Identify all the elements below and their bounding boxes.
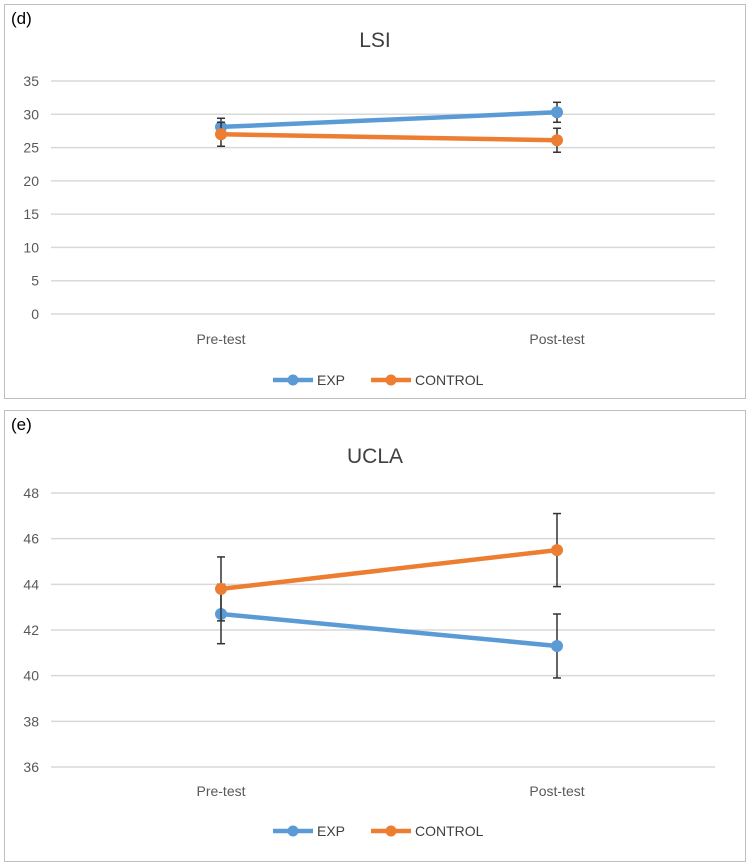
y-tick-label: 35: [23, 73, 39, 89]
legend-label: CONTROL: [415, 372, 484, 388]
data-point-control: [215, 128, 227, 141]
y-tick-label: 38: [23, 713, 39, 729]
series-line-exp: [220, 110, 558, 130]
y-tick-label: 10: [23, 239, 39, 255]
series-line-exp: [220, 611, 558, 649]
lsi-chart-panel: (d) LSI 0 5 10 15 20 25 30 35 Pre-test Post-test EX…: [4, 4, 746, 399]
ucla-chart: UCLA 36 38 40 42 44 46 48 Pre-test Post-test EXP CO…: [23, 445, 715, 839]
legend-marker-exp: [287, 374, 299, 386]
legend-label: CONTROL: [415, 823, 484, 839]
data-point-control: [215, 582, 227, 595]
ucla-chart-panel: (e) UCLA 36 38 40 42 44 46 48 Pre-test Post-test E…: [4, 410, 746, 862]
data-point-exp: [551, 106, 563, 119]
y-tick-label: 44: [23, 576, 39, 592]
data-point-control: [551, 544, 563, 557]
y-tick-label: 40: [23, 668, 39, 684]
legend-marker-control: [385, 374, 397, 386]
y-tick-label: 42: [23, 622, 39, 638]
y-tick-label: 5: [31, 273, 39, 289]
y-tick-label: 0: [31, 306, 39, 322]
x-tick-label: Post-test: [529, 331, 584, 347]
x-tick-label: Post-test: [529, 783, 584, 799]
panel-label: (e): [11, 415, 32, 434]
legend-label: EXP: [317, 372, 345, 388]
legend-marker-control: [385, 825, 397, 837]
y-tick-label: 25: [23, 140, 39, 156]
data-point-control: [551, 134, 563, 147]
series-line-control: [220, 132, 558, 143]
x-tick-label: Pre-test: [196, 783, 245, 799]
panel-label: (d): [11, 9, 32, 28]
y-tick-label: 20: [23, 173, 39, 189]
chart-title: LSI: [359, 29, 391, 52]
legend-marker-exp: [287, 825, 299, 837]
data-point-exp: [551, 639, 563, 652]
y-tick-label: 46: [23, 531, 39, 547]
chart-title: UCLA: [347, 445, 403, 468]
x-tick-label: Pre-test: [196, 331, 245, 347]
series-line-control: [220, 547, 558, 592]
y-tick-label: 48: [23, 485, 39, 501]
y-tick-label: 36: [23, 759, 39, 775]
legend-label: EXP: [317, 823, 345, 839]
y-tick-label: 30: [23, 106, 39, 122]
y-tick-label: 15: [23, 206, 39, 222]
lsi-chart: LSI 0 5 10 15 20 25 30 35 Pre-test Post-test EXP CON…: [23, 29, 715, 388]
